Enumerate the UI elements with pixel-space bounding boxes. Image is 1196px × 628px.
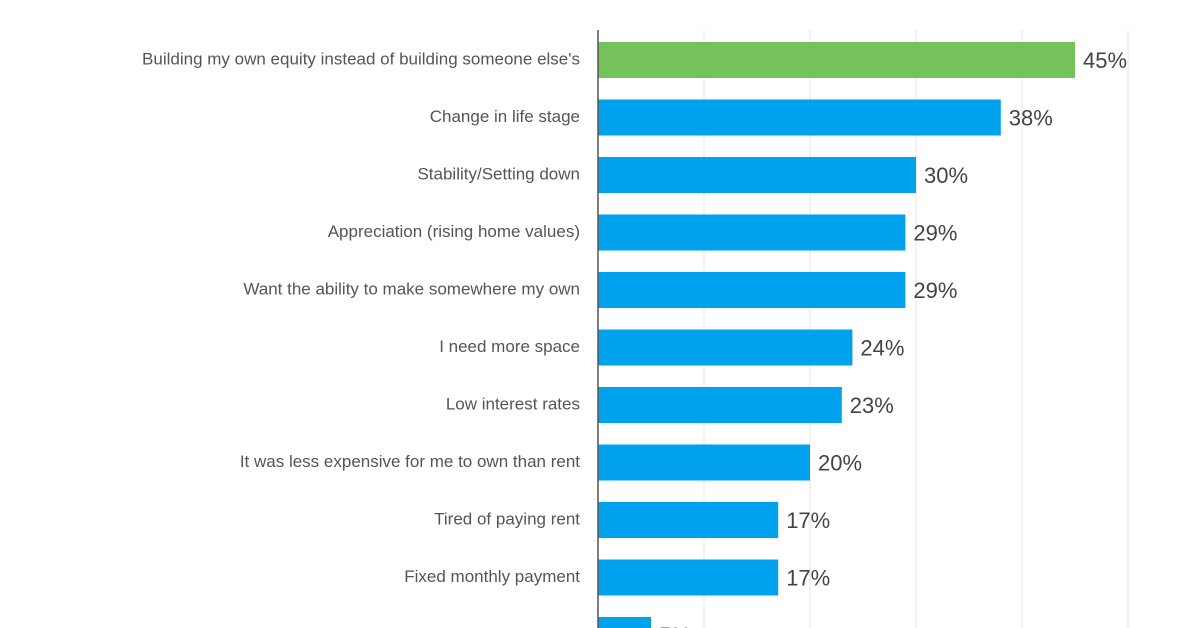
bar xyxy=(598,559,779,596)
bar xyxy=(598,42,1075,78)
bar xyxy=(598,502,779,538)
value-label: 23% xyxy=(850,393,894,418)
value-label: 45% xyxy=(1083,48,1127,73)
category-label: Want the ability to make somewhere my ow… xyxy=(243,279,580,298)
value-label: 38% xyxy=(1009,105,1053,130)
value-label: 29% xyxy=(913,220,957,245)
value-label: 5% xyxy=(659,623,691,628)
category-label: Tired of paying rent xyxy=(434,509,580,528)
category-label: It was less expensive for me to own than… xyxy=(240,452,580,471)
bar xyxy=(598,214,906,251)
category-label: Change in life stage xyxy=(430,107,580,126)
value-label: 20% xyxy=(818,450,862,475)
value-label: 24% xyxy=(860,335,904,360)
bar xyxy=(598,272,906,308)
category-label: Stability/Setting down xyxy=(417,164,580,183)
value-label: 29% xyxy=(913,278,957,303)
bar xyxy=(598,387,842,423)
category-label: Low interest rates xyxy=(446,394,580,413)
category-label: Building my own equity instead of buildi… xyxy=(142,49,580,68)
category-label: Appreciation (rising home values) xyxy=(328,222,580,241)
bar xyxy=(598,329,853,366)
bar xyxy=(598,617,651,628)
category-label: Fixed monthly payment xyxy=(404,567,580,586)
value-label: 17% xyxy=(786,508,830,533)
bar xyxy=(598,99,1001,136)
value-label: 30% xyxy=(924,163,968,188)
bar xyxy=(598,444,810,481)
bar xyxy=(598,157,916,193)
value-label: 17% xyxy=(786,565,830,590)
category-label: I need more space xyxy=(439,337,580,356)
